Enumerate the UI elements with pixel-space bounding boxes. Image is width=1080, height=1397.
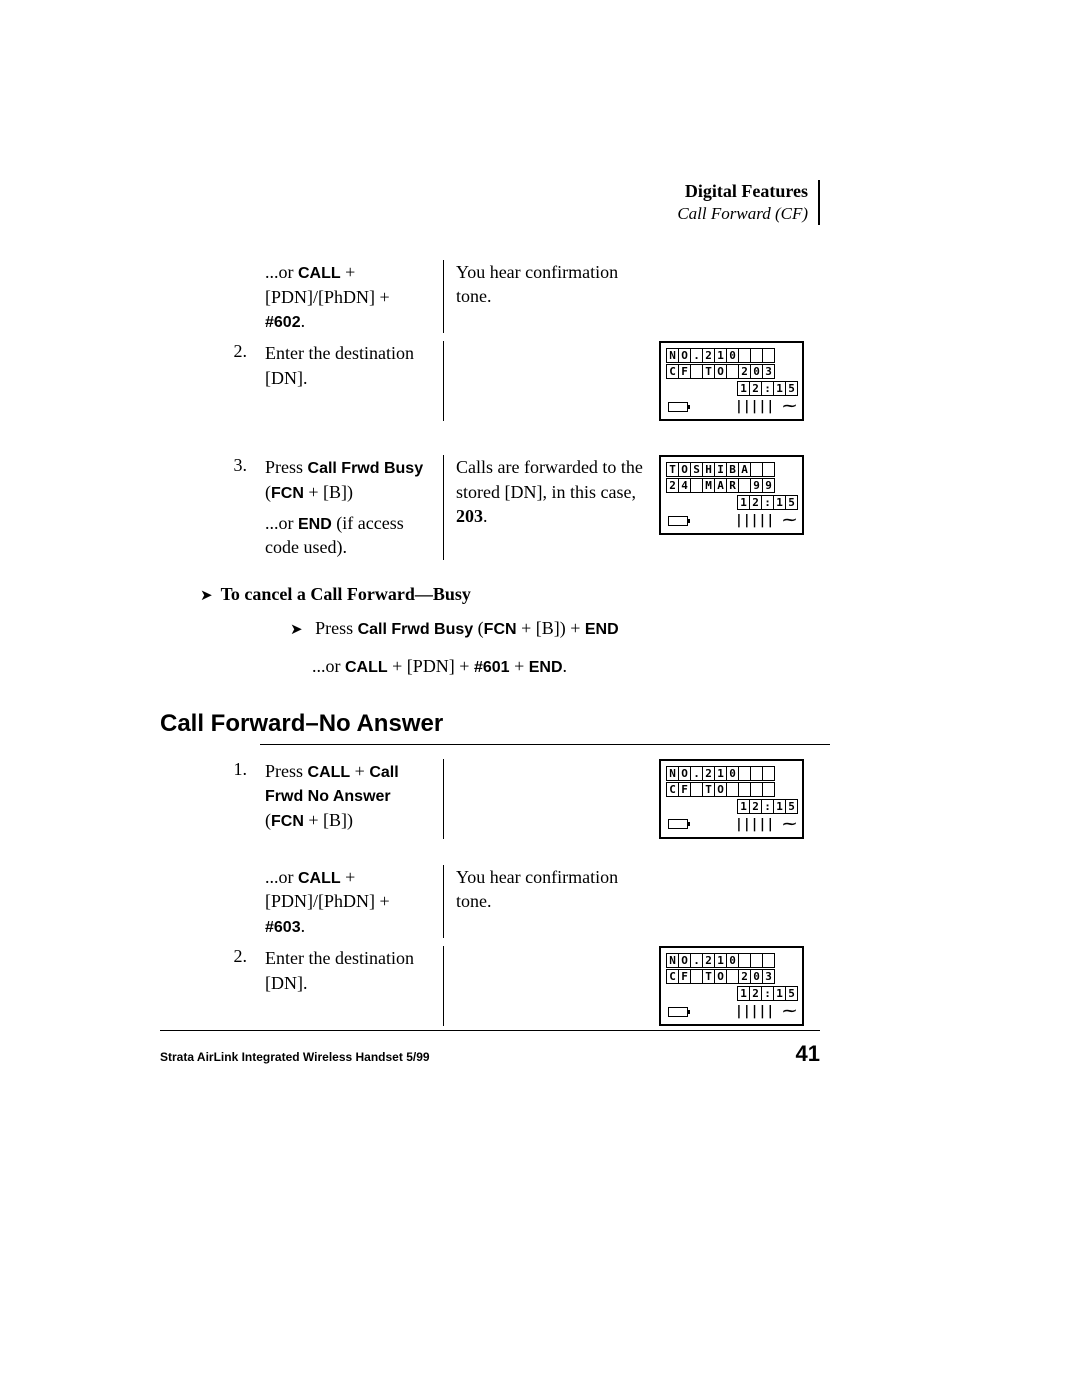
text: ...or — [265, 262, 298, 282]
noanswer-step-1b: ...or CALL + [PDN]/[PhDN] + #603. You he… — [160, 865, 830, 938]
heading-text: To cancel a Call Forward—Busy — [221, 584, 471, 604]
step-num: 1. — [160, 759, 265, 839]
step-result: You hear confirmation tone. — [443, 865, 653, 938]
busy-step-1b: ...or CALL + [PDN]/[PhDN] + #602. You he… — [160, 260, 830, 333]
code-label: #602 — [265, 314, 301, 331]
text: . — [301, 916, 306, 936]
text: . — [301, 311, 306, 331]
busy-step-3: 3. Press Call Frwd Busy (FCN + [B]) ...o… — [160, 455, 830, 559]
text: ...or — [265, 867, 298, 887]
cancel-line-1: ➤ Press Call Frwd Busy (FCN + [B]) + END — [290, 613, 830, 644]
call-label: CALL — [308, 764, 351, 781]
fcn-label: FCN — [271, 813, 304, 830]
code-label: #603 — [265, 919, 301, 936]
page-footer: Strata AirLink Integrated Wireless Hands… — [160, 1030, 820, 1067]
header-title: Digital Features — [677, 180, 808, 203]
text: + — [350, 761, 369, 781]
text: Press — [265, 761, 308, 781]
lcd-display: NO.210CFTO20312:15||||| ⁓ — [659, 341, 804, 421]
text: ...or — [312, 656, 345, 676]
code-label: #601 — [474, 659, 510, 676]
call-label: CALL — [298, 265, 341, 282]
text: Press — [315, 618, 358, 638]
button-label: Call Frwd Busy — [358, 621, 474, 638]
text: + [PDN] + — [388, 656, 474, 676]
section-rule — [260, 744, 830, 745]
text: ...or — [265, 513, 298, 533]
text: + [B]) + — [517, 618, 585, 638]
step-num: 2. — [160, 946, 265, 1026]
cancel-line-2: ...or CALL + [PDN] + #601 + END. — [312, 651, 830, 682]
end-label: END — [585, 621, 619, 638]
lcd-display: NO.210CFTO12:15||||| ⁓ — [659, 759, 804, 839]
step-num: 2. — [160, 341, 265, 421]
button-label: Call Frwd Busy — [308, 460, 424, 477]
call-label: CALL — [345, 659, 388, 676]
call-label: CALL — [298, 870, 341, 887]
action: Enter the destination [DN]. — [265, 946, 443, 1026]
action: Enter the destination [DN]. — [265, 341, 443, 421]
cancel-heading: ➤ To cancel a Call Forward—Busy — [200, 584, 830, 605]
text: . — [563, 656, 568, 676]
noanswer-step-1: 1. Press CALL + Call Frwd No Answer (FCN… — [160, 759, 830, 839]
dn-number: 203 — [456, 506, 483, 526]
step-result: You hear confirmation tone. — [443, 260, 653, 333]
fcn-label: FCN — [271, 485, 304, 502]
end-label: END — [529, 659, 563, 676]
busy-step-2: 2. Enter the destination [DN]. NO.210CFT… — [160, 341, 830, 421]
header-subtitle: Call Forward (CF) — [677, 203, 808, 225]
section-heading: Call Forward–No Answer — [160, 710, 830, 738]
lcd-display: TOSHIBA24MAR9912:15||||| ⁓ — [659, 455, 804, 535]
text: + — [510, 656, 529, 676]
text: ( — [473, 618, 484, 638]
text: + [B]) — [304, 482, 353, 502]
step-num: 3. — [160, 455, 265, 559]
text: . — [483, 506, 488, 526]
text: + [B]) — [304, 810, 353, 830]
page-number: 41 — [796, 1041, 820, 1067]
text: Press — [265, 457, 308, 477]
noanswer-step-2: 2. Enter the destination [DN]. NO.210CFT… — [160, 946, 830, 1026]
end-label: END — [298, 516, 332, 533]
page-header: Digital Features Call Forward (CF) — [677, 180, 820, 226]
arrow-icon: ➤ — [290, 622, 303, 638]
arrow-icon: ➤ — [200, 588, 213, 604]
lcd-display: NO.210CFTO20312:15||||| ⁓ — [659, 946, 804, 1026]
fcn-label: FCN — [484, 621, 517, 638]
footer-left: Strata AirLink Integrated Wireless Hands… — [160, 1050, 430, 1064]
text: Calls are forwarded to the stored [DN], … — [456, 457, 643, 501]
